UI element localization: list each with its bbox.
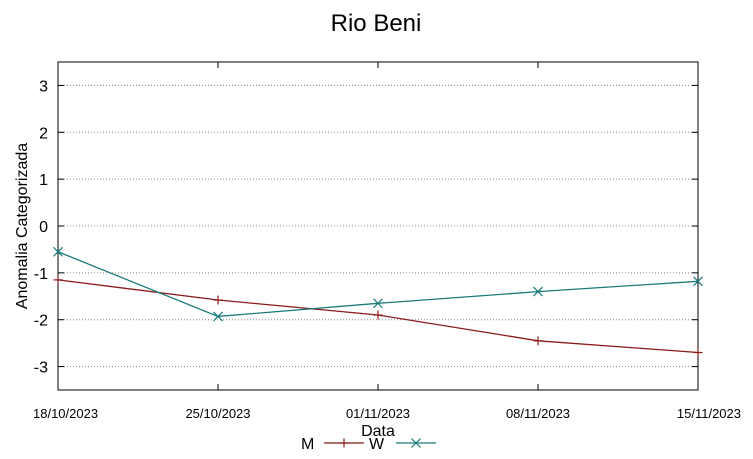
data-point-m xyxy=(693,348,703,358)
grid xyxy=(58,84,698,368)
legend-marker-m xyxy=(339,438,349,448)
x-axis-label: Data xyxy=(361,423,395,440)
y-tick-label: -2 xyxy=(34,313,48,330)
legend-label-w: W xyxy=(369,436,385,453)
series-layer xyxy=(53,246,703,358)
data-point-w xyxy=(533,286,543,297)
series-line-w xyxy=(57,251,699,318)
y-tick-label: 1 xyxy=(39,172,48,189)
x-axis: 18/10/2023 25/10/2023 01/11/2023 08/11/2023… xyxy=(33,62,741,421)
chart-title: Rio Beni xyxy=(331,10,422,37)
y-tick-label: -1 xyxy=(34,266,48,283)
x-tick-label: 15/11/2023 xyxy=(677,406,741,421)
y-tick-label: -3 xyxy=(34,360,48,377)
x-tick-label: 08/11/2023 xyxy=(506,406,570,421)
data-point-w xyxy=(373,298,383,309)
data-point-w xyxy=(693,276,703,287)
y-axis-label: Anomalia Categorizada xyxy=(14,143,31,309)
data-point-m xyxy=(373,310,383,320)
legend-marker-w xyxy=(411,438,421,448)
y-axis: 3 2 1 0 -1 -2 -3 xyxy=(34,78,698,377)
data-point-w xyxy=(53,246,63,257)
x-tick-label: 18/10/2023 xyxy=(33,406,98,421)
legend-label-m: M xyxy=(301,436,314,453)
y-tick-label: 0 xyxy=(39,219,48,236)
data-point-m xyxy=(213,295,223,305)
y-tick-label: 2 xyxy=(39,125,48,142)
data-point-w xyxy=(213,311,223,322)
x-tick-label: 01/11/2023 xyxy=(346,406,410,421)
data-point-m xyxy=(533,336,543,346)
data-point-m xyxy=(53,275,63,285)
y-tick-label: 3 xyxy=(39,78,48,95)
x-tick-label: 25/10/2023 xyxy=(185,406,250,421)
